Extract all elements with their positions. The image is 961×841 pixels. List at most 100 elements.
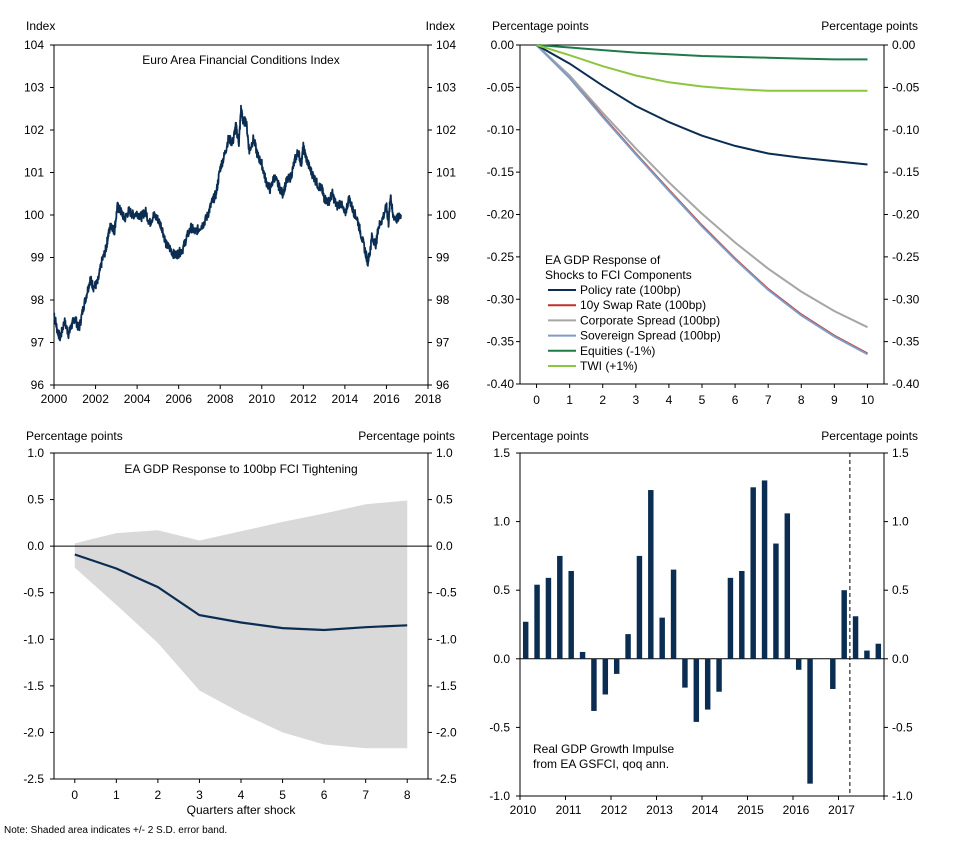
bar	[841, 590, 847, 659]
error-band	[74, 500, 408, 749]
plot-frame-1	[53, 44, 429, 386]
bar	[602, 658, 609, 695]
footnote: Note: Shaded area indicates +/- 2 S.D. e…	[4, 825, 228, 836]
bar	[716, 658, 722, 692]
legend-title: Shocks to FCI Components	[545, 268, 692, 282]
x-tick-label: 2014	[692, 803, 719, 817]
y-tick-label-left: 0.5	[493, 583, 510, 597]
y-tick-label-right: 100	[436, 208, 456, 222]
y-tick-label-left: -0.5	[489, 720, 510, 734]
bar	[830, 658, 836, 689]
y-tick-label-right: 0.5	[892, 583, 909, 597]
y-tick-label-left: -1.0	[489, 789, 510, 803]
x-tick-label: 2	[155, 788, 162, 802]
y-tick-label-left: 100	[24, 208, 44, 222]
y-tick-label-right: 99	[436, 251, 450, 265]
y-tick-label-right: 1.0	[892, 515, 909, 529]
chart-fci-index: 96 96 97 97 98 98 99 99 100 100 101 101 102 102 103 103…	[24, 19, 456, 406]
bar	[534, 584, 540, 659]
y-axis-title-left: Percentage points	[492, 429, 589, 443]
y-axis-title-right: Percentage points	[821, 19, 918, 33]
x-tick-label: 8	[404, 788, 411, 802]
bar	[625, 634, 631, 659]
x-tick-label: 2006	[165, 392, 192, 406]
legend-label: Policy rate (100bp)	[580, 283, 681, 297]
x-tick-label: 10	[861, 393, 875, 407]
y-tick-label-left: -0.25	[487, 250, 515, 264]
y-tick-label-left: -0.5	[23, 586, 44, 600]
bar	[636, 555, 643, 659]
x-tick-label: 1	[113, 788, 120, 802]
y-tick-label-right: 98	[436, 293, 450, 307]
x-tick-label: 2016	[783, 803, 810, 817]
x-tick-label: 3	[632, 393, 639, 407]
y-tick-label-left: 102	[24, 123, 44, 137]
x-tick-label: 4	[666, 393, 673, 407]
y-axis-title-left: Percentage points	[26, 429, 123, 443]
x-tick-label: 5	[279, 788, 286, 802]
legend-label: TWI (+1%)	[580, 359, 638, 373]
bar	[852, 616, 859, 659]
annotation: from EA GSFCI, qoq ann.	[533, 757, 669, 771]
y-tick-label-right: -0.5	[436, 586, 457, 600]
y-tick-label-right: -1.0	[892, 789, 913, 803]
chart-growth-impulse: 1.5 1.5 1.0 1.0 0.5 0.5 0.0 0.0 -0.5 -0.5 -1.0 -1.0…	[489, 429, 918, 817]
y-tick-label-right: 102	[436, 123, 456, 137]
y-tick-label-right: 96	[436, 378, 450, 392]
x-tick-label: 2000	[41, 392, 68, 406]
x-tick-label: 0	[533, 393, 540, 407]
x-tick-label: 0	[71, 788, 78, 802]
y-tick-label-right: -0.20	[892, 208, 920, 222]
bar	[613, 658, 620, 674]
series-line-sovereign-spread-100bp-	[535, 44, 868, 356]
y-tick-label-left: -2.5	[23, 772, 44, 786]
bar	[727, 577, 734, 659]
bar	[670, 569, 677, 659]
bar	[761, 480, 768, 659]
x-tick-label: 7	[362, 788, 369, 802]
y-axis-title-right: Percentage points	[821, 429, 918, 443]
series-line-corporate-spread-100bp-	[535, 44, 868, 329]
y-tick-label-right: 104	[436, 38, 456, 52]
bar	[875, 643, 882, 659]
y-tick-label-left: 0.00	[491, 38, 515, 52]
y-tick-label-right: 0.0	[892, 652, 909, 666]
y-tick-label-left: 103	[24, 81, 44, 95]
x-tick-label: 6	[732, 393, 739, 407]
y-tick-label-left: 104	[24, 38, 44, 52]
legend-label: Equities (-1%)	[580, 344, 655, 358]
annotation: Real GDP Growth Impulse	[533, 742, 674, 756]
bar	[579, 651, 586, 659]
chart-title: Euro Area Financial Conditions Index	[142, 53, 339, 67]
y-tick-label-right: 1.0	[436, 446, 453, 460]
y-tick-label-right: -0.40	[892, 377, 920, 391]
y-tick-label-left: 0.0	[493, 652, 510, 666]
bar	[659, 617, 665, 659]
y-tick-label-left: -0.40	[487, 377, 515, 391]
y-tick-label-right: -0.10	[892, 123, 920, 137]
legend-label: 10y Swap Rate (100bp)	[580, 298, 706, 312]
bar	[784, 513, 791, 659]
y-tick-label-right: -0.30	[892, 292, 920, 306]
series-line-equities-1-	[536, 44, 868, 61]
y-tick-label-left: 98	[31, 293, 45, 307]
x-tick-label: 2018	[415, 392, 442, 406]
chart-gdp-response: 1.0 1.0 0.5 0.5 0.0 0.0 -0.5 -0.5 -1.0 -1.0 -1.5 -1…	[23, 429, 457, 817]
y-axis-title-right: Percentage points	[358, 429, 455, 443]
bar	[864, 650, 870, 659]
y-tick-label-left: 0.0	[27, 539, 44, 553]
y-tick-label-right: 0.0	[436, 539, 453, 553]
y-tick-label-right: -2.0	[436, 725, 457, 739]
y-tick-label-right: -2.5	[436, 772, 457, 786]
x-tick-label: 2014	[332, 392, 359, 406]
x-tick-label: 1	[566, 393, 573, 407]
y-tick-label-right: 1.5	[892, 446, 909, 460]
y-tick-label-left: 1.5	[493, 446, 510, 460]
x-tick-label: 4	[238, 788, 245, 802]
y-tick-label-left: -0.05	[487, 80, 515, 94]
bar	[568, 570, 574, 659]
legend-label: Corporate Spread (100bp)	[580, 313, 720, 327]
y-tick-label-left: 0.5	[27, 493, 44, 507]
x-tick-label: 7	[765, 393, 772, 407]
